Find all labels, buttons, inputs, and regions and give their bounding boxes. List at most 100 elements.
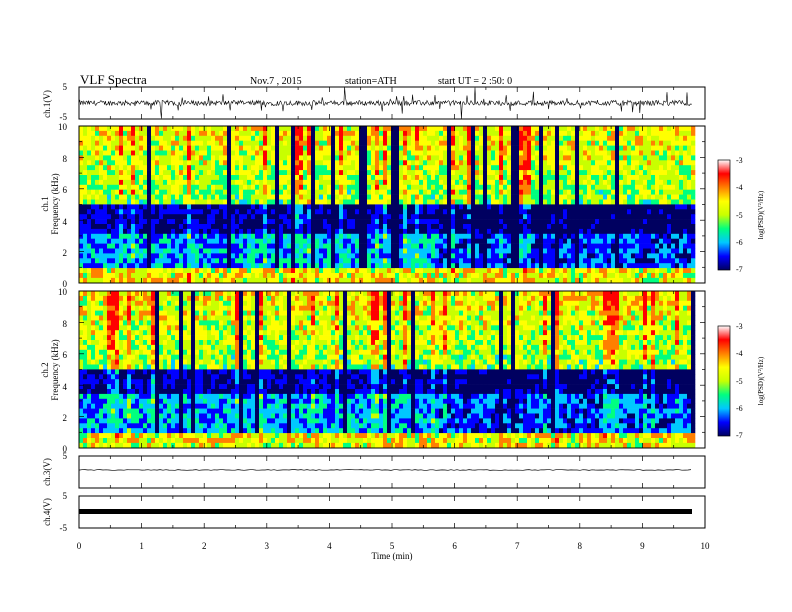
spectrogram-cell (219, 135, 224, 141)
spectrogram-cell (163, 170, 168, 176)
spectrogram-cell (523, 219, 528, 225)
spectrogram-cell (319, 243, 324, 249)
spectrogram-cell (223, 273, 228, 279)
spectrogram-cell (215, 135, 220, 141)
spectrogram-cell (183, 214, 188, 220)
spectrogram-cell (295, 155, 300, 161)
spectrogram-cell (395, 194, 400, 200)
spectrogram-cell (559, 135, 564, 141)
spectrogram-cell (447, 150, 452, 156)
spectrogram-cell (607, 189, 612, 195)
spectrogram-cell (599, 248, 604, 254)
spectrogram-cell (131, 233, 136, 239)
spectrogram-cell (415, 253, 420, 259)
spectrogram-cell (655, 179, 660, 186)
spectrogram-cell (455, 228, 460, 235)
spectrogram-cell (583, 277, 588, 284)
spectrogram-cell (539, 268, 544, 274)
spectrogram-cell (287, 155, 292, 161)
spectrogram-cell (659, 273, 664, 279)
spectrogram-cell (327, 253, 332, 259)
spectrogram-cell (287, 209, 292, 215)
spectrogram-cell (87, 165, 92, 171)
spectrogram-cell (587, 155, 592, 161)
spectrogram-cell (555, 179, 560, 186)
spectrogram-cell (479, 175, 484, 181)
spectrogram-cell (191, 268, 196, 274)
spectrogram-cell (691, 170, 696, 176)
spectrogram-cell (459, 243, 464, 249)
spectrogram-cell (127, 170, 132, 176)
spectrogram-cell (483, 277, 488, 284)
spectrogram-cell (79, 175, 84, 181)
spectrogram-cell (323, 258, 328, 264)
spectrogram-cell (327, 233, 332, 239)
spectrogram-cell (199, 179, 204, 186)
spectrogram-cell (423, 204, 428, 210)
spectrogram-cell (247, 233, 252, 239)
spectrogram-cell (419, 209, 424, 215)
spectrogram-cell (539, 238, 544, 244)
spectrogram-cell (459, 145, 464, 151)
spectrogram-cell (155, 268, 160, 274)
spectrogram-cell (99, 160, 104, 166)
spectrogram-cell (135, 135, 140, 141)
spectrogram-cell (359, 189, 364, 195)
spectrogram-cell (239, 204, 244, 210)
spectrogram-cell (627, 263, 632, 269)
spectrogram-cell (623, 253, 628, 259)
spectrogram-cell (551, 238, 556, 244)
spectrogram-cell (503, 204, 508, 210)
spectrogram-cell (379, 238, 384, 244)
spectrogram-cell (243, 248, 248, 254)
spectrogram-cell (551, 233, 556, 239)
spectrogram-cell (591, 248, 596, 254)
spectrogram-cell (627, 214, 632, 220)
spectrogram-cell (667, 233, 672, 239)
spectrogram-cell (355, 189, 360, 195)
spectrogram-cell (491, 238, 496, 244)
spectrogram-cell (571, 130, 576, 137)
spectrogram-cell (79, 379, 84, 385)
spectrogram-cell (271, 219, 276, 225)
spectrogram-cell (171, 258, 176, 264)
spectrogram-cell (375, 209, 380, 215)
spectrogram-cell (595, 273, 600, 279)
spectrogram-cell (299, 273, 304, 279)
spectrogram-cell (307, 130, 312, 137)
spectrogram-cell (523, 150, 528, 156)
spectrogram-cell (587, 277, 592, 284)
spectrogram-cell (675, 263, 680, 269)
spectrogram-cell (139, 228, 144, 235)
spectrogram-cell (635, 248, 640, 254)
spectrogram-cell (403, 258, 408, 264)
spectrogram-cell (99, 145, 104, 151)
spectrogram-cell (175, 184, 180, 190)
spectrogram-cell (515, 214, 520, 220)
spectrogram-cell (667, 160, 672, 166)
spectrogram-cell (539, 160, 544, 166)
spectrogram-cell (475, 155, 480, 161)
spectrogram-cell (223, 214, 228, 220)
spectrogram-cell (243, 160, 248, 166)
spectrogram-cell (303, 248, 308, 254)
spectrogram-cell (359, 248, 364, 254)
spectrogram-cell (111, 258, 116, 264)
spectrogram-cell (411, 224, 416, 230)
spectrogram-cell (227, 145, 232, 151)
spectrogram-cell (315, 175, 320, 181)
spectrogram-cell (287, 184, 292, 190)
spectrogram-cell (347, 145, 352, 151)
spectrogram-cell (227, 248, 232, 254)
spectrogram-cell (607, 204, 612, 210)
spectrogram-cell (455, 214, 460, 220)
spectrogram-cell (335, 224, 340, 230)
spectrogram-cell (667, 204, 672, 210)
spectrogram-cell (679, 135, 684, 141)
spectrogram-cell (175, 170, 180, 176)
spectrogram-cell (531, 228, 536, 235)
spectrogram-cell (263, 126, 268, 132)
spectrogram-cell (295, 160, 300, 166)
spectrogram-cell (299, 184, 304, 190)
spectrogram-cell (379, 214, 384, 220)
